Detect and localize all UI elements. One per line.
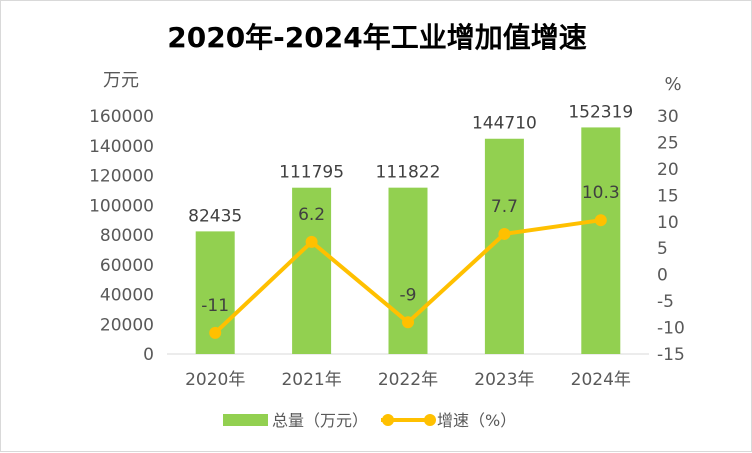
legend: 总量（万元） 增速（%）: [223, 411, 516, 430]
right-tick-label: -5: [657, 292, 674, 312]
bar: [292, 187, 332, 354]
line-point: [402, 316, 414, 329]
bar-data-label: 111822: [376, 163, 441, 183]
legend-label-bars: 总量（万元）: [272, 411, 368, 430]
left-tick-label: 20000: [100, 315, 154, 335]
bar: [388, 187, 428, 354]
legend-swatch-marker-2: [424, 414, 436, 426]
left-tick-label: 160000: [89, 107, 154, 127]
line-data-labels: -11 6.2 -9 7.7 10.3: [201, 183, 619, 316]
x-tick-label: 2020年: [185, 370, 245, 390]
line-series: [209, 214, 607, 339]
left-axis-unit: 万元: [103, 70, 139, 91]
left-tick-label: 120000: [89, 167, 154, 187]
legend-swatch-bars: [223, 414, 268, 426]
right-tick-label: 15: [657, 186, 679, 206]
right-tick-label: 30: [657, 107, 679, 127]
x-tick-label: 2023年: [474, 370, 534, 390]
line-point: [594, 214, 607, 227]
line-data-label: 6.2: [298, 205, 325, 225]
right-tick-label: 25: [657, 133, 679, 153]
right-tick-label: 0: [657, 266, 668, 286]
chart-title: 2020年-2024年工业增加值增速: [167, 21, 586, 54]
left-tick-label: 140000: [89, 137, 154, 157]
left-tick-label: 40000: [100, 286, 154, 306]
right-tick-label: -10: [657, 319, 685, 339]
line-point: [209, 326, 222, 339]
legend-swatch-marker-1: [382, 414, 394, 426]
x-tick-label: 2024年: [571, 370, 631, 390]
line-data-label: -9: [400, 285, 417, 305]
right-tick-label: 10: [657, 213, 679, 233]
right-tick-label: 5: [657, 239, 668, 259]
right-axis-ticks: -15 -10 -5 0 5 10 15 20 25 30: [657, 107, 685, 365]
line-point: [305, 235, 318, 248]
x-tick-label: 2022年: [378, 370, 438, 390]
line-data-label: 7.7: [491, 197, 518, 217]
bar-data-label: 82435: [188, 206, 242, 226]
bar-data-label: 152319: [568, 102, 633, 122]
bar-data-labels: 82435 111795 111822 144710 152319: [188, 102, 633, 226]
right-axis-unit: %: [664, 74, 681, 95]
left-axis-ticks: 0 20000 40000 60000 80000 100000 120000 140000 1…: [89, 107, 154, 365]
line-data-label: -11: [201, 296, 229, 316]
x-tick-label: 2021年: [281, 370, 341, 390]
bar: [581, 127, 621, 355]
left-tick-label: 100000: [89, 196, 154, 216]
left-tick-label: 80000: [100, 226, 154, 246]
bar-data-label: 111795: [279, 163, 344, 183]
x-axis-labels: 2020年 2021年 2022年 2023年 2024年: [185, 370, 631, 390]
line-data-label: 10.3: [582, 183, 620, 203]
legend-label-line: 增速（%）: [437, 411, 516, 430]
left-tick-label: 0: [143, 345, 154, 365]
left-tick-label: 60000: [100, 256, 154, 276]
bar-data-label: 144710: [472, 114, 537, 134]
bar-series: [195, 127, 621, 355]
right-tick-label: -15: [657, 345, 685, 365]
right-tick-label: 20: [657, 160, 679, 180]
line-point: [498, 227, 511, 240]
